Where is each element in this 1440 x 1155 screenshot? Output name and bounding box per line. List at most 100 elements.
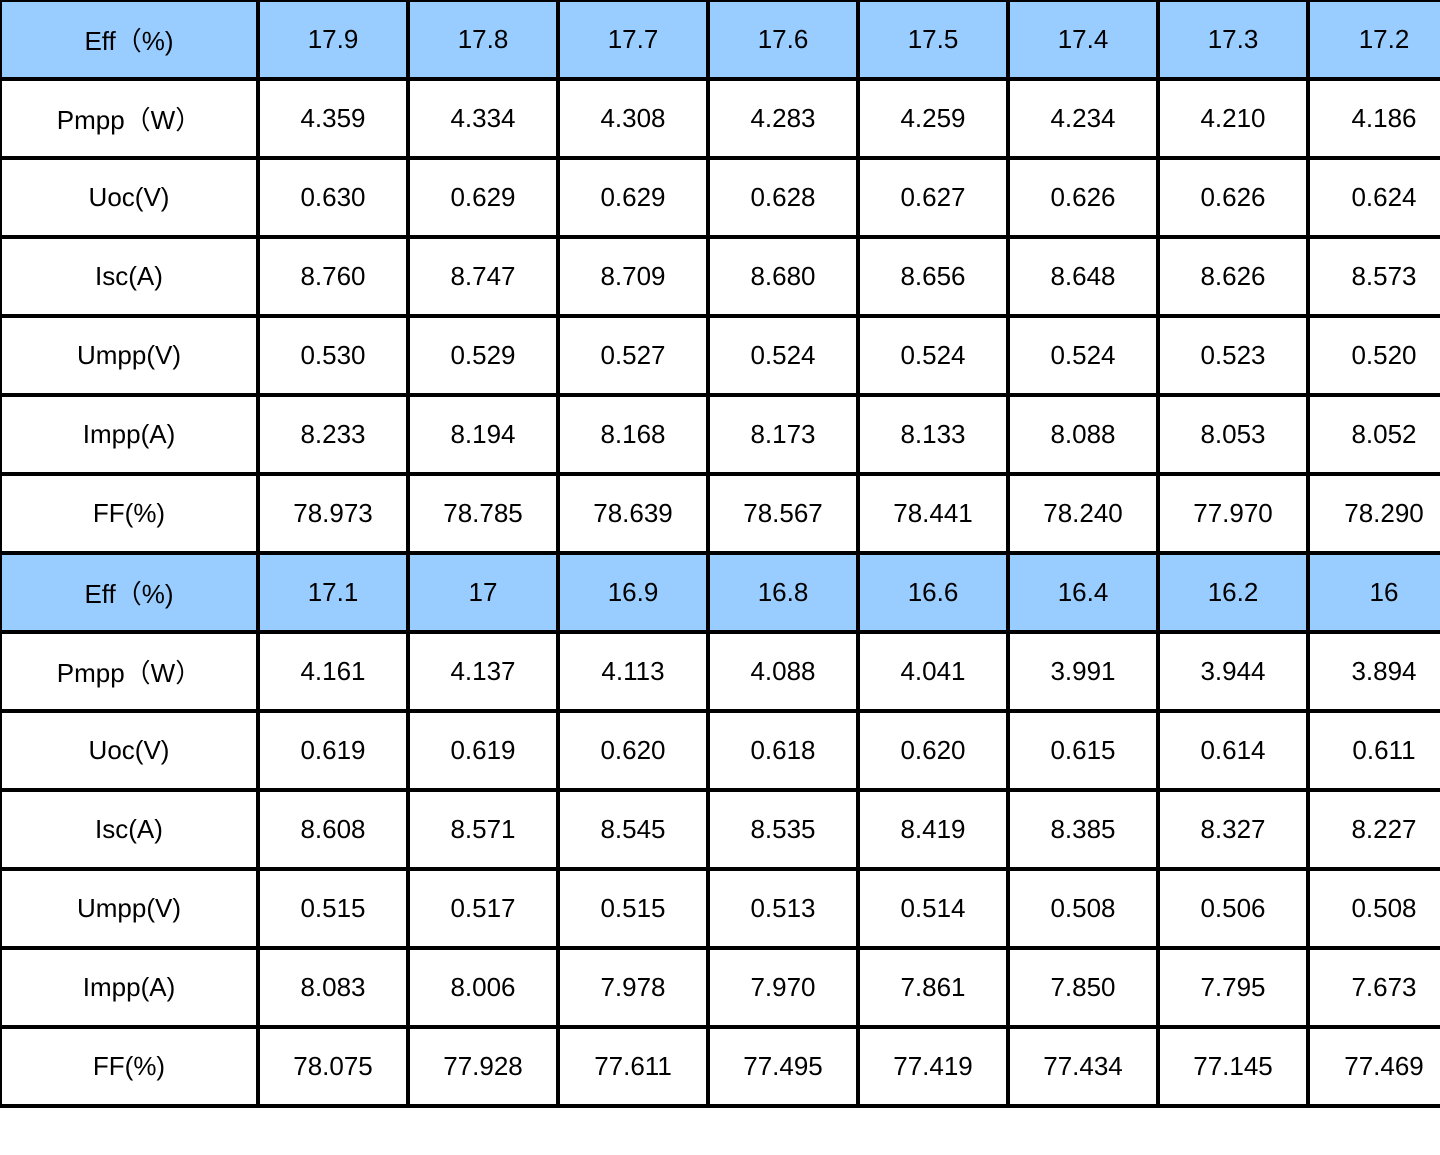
efficiency-value-cell: 17.1	[256, 551, 410, 634]
efficiency-value-cell: 16.8	[706, 551, 860, 634]
table-row: Pmpp（W） 4.161 4.137 4.113 4.088 4.041 3.991 3.9…	[0, 630, 1440, 713]
row-label: Impp(A)	[0, 393, 260, 476]
table-cell: 4.210	[1156, 77, 1310, 160]
table-row: Impp(A) 8.083 8.006 7.978 7.970 7.861 7.850 7.7…	[0, 946, 1440, 1029]
table-row: Isc(A) 8.608 8.571 8.545 8.535 8.419 8.385 8.32…	[0, 788, 1440, 871]
table-cell: 0.611	[1306, 709, 1440, 792]
table-cell: 8.573	[1306, 235, 1440, 318]
table-cell: 77.145	[1156, 1025, 1310, 1108]
efficiency-value-cell: 17.3	[1156, 0, 1310, 81]
table-cell: 0.517	[406, 867, 560, 950]
table-cell: 3.894	[1306, 630, 1440, 713]
table-cell: 0.619	[256, 709, 410, 792]
table-cell: 0.524	[1006, 314, 1160, 397]
table-cell: 8.227	[1306, 788, 1440, 871]
table-cell: 8.626	[1156, 235, 1310, 318]
row-label: Eff（%)	[0, 551, 260, 634]
table-cell: 0.530	[256, 314, 410, 397]
efficiency-value-cell: 17.8	[406, 0, 560, 81]
row-label: Uoc(V)	[0, 709, 260, 792]
table-cell: 0.514	[856, 867, 1010, 950]
efficiency-value-cell: 16.9	[556, 551, 710, 634]
table-cell: 4.161	[256, 630, 410, 713]
table-row: Pmpp（W） 4.359 4.334 4.308 4.283 4.259 4.234 4.2…	[0, 77, 1440, 160]
table-cell: 0.627	[856, 156, 1010, 239]
row-label: Eff（%)	[0, 0, 260, 81]
efficiency-value-cell: 16	[1306, 551, 1440, 634]
table-cell: 77.495	[706, 1025, 860, 1108]
table-cell: 0.619	[406, 709, 560, 792]
table-cell: 0.515	[556, 867, 710, 950]
row-label: FF(%)	[0, 1025, 260, 1108]
efficiency-value-cell: 17.7	[556, 0, 710, 81]
table-cell: 0.626	[1006, 156, 1160, 239]
table-cell: 0.513	[706, 867, 860, 950]
table-cell: 8.709	[556, 235, 710, 318]
table-row: Umpp(V) 0.515 0.517 0.515 0.513 0.514 0.508 0.5…	[0, 867, 1440, 950]
table-cell: 4.186	[1306, 77, 1440, 160]
table-cell: 0.523	[1156, 314, 1310, 397]
table-cell: 0.520	[1306, 314, 1440, 397]
table-cell: 4.359	[256, 77, 410, 160]
table-row: Umpp(V) 0.530 0.529 0.527 0.524 0.524 0.524 0.5…	[0, 314, 1440, 397]
table-cell: 0.620	[856, 709, 1010, 792]
table-cell: 0.508	[1006, 867, 1160, 950]
row-label: Pmpp（W）	[0, 630, 260, 713]
table-cell: 77.434	[1006, 1025, 1160, 1108]
table-cell: 0.515	[256, 867, 410, 950]
table-cell: 8.133	[856, 393, 1010, 476]
table-cell: 78.785	[406, 472, 560, 555]
table-cell: 8.327	[1156, 788, 1310, 871]
efficiency-value-cell: 17.4	[1006, 0, 1160, 81]
row-label: Umpp(V)	[0, 867, 260, 950]
table-cell: 4.113	[556, 630, 710, 713]
table-cell: 4.137	[406, 630, 560, 713]
table-cell: 77.611	[556, 1025, 710, 1108]
row-label: Uoc(V)	[0, 156, 260, 239]
table-row: Impp(A) 8.233 8.194 8.168 8.173 8.133 8.088 8.0…	[0, 393, 1440, 476]
row-label: Pmpp（W）	[0, 77, 260, 160]
table-cell: 0.628	[706, 156, 860, 239]
efficiency-value-cell: 17.5	[856, 0, 1010, 81]
table-cell: 8.535	[706, 788, 860, 871]
efficiency-value-cell: 17	[406, 551, 560, 634]
row-label: Umpp(V)	[0, 314, 260, 397]
table-cell: 0.620	[556, 709, 710, 792]
table-cell: 4.088	[706, 630, 860, 713]
table-cell: 7.861	[856, 946, 1010, 1029]
table-cell: 0.508	[1306, 867, 1440, 950]
efficiency-header-row: Eff（%) 17.9 17.8 17.7 17.6 17.5 17.4 17.3 17.2	[0, 0, 1440, 81]
table-cell: 8.053	[1156, 393, 1310, 476]
row-label: Isc(A)	[0, 788, 260, 871]
table-row: Isc(A) 8.760 8.747 8.709 8.680 8.656 8.648 8.62…	[0, 235, 1440, 318]
table-cell: 7.850	[1006, 946, 1160, 1029]
table-body: Eff（%) 17.9 17.8 17.7 17.6 17.5 17.4 17.3 17.2 Pm…	[0, 0, 1440, 1108]
efficiency-value-cell: 17.6	[706, 0, 860, 81]
table-cell: 0.529	[406, 314, 560, 397]
table-cell: 78.567	[706, 472, 860, 555]
table-row: Uoc(V) 0.619 0.619 0.620 0.618 0.620 0.615 0.61…	[0, 709, 1440, 792]
table-cell: 78.441	[856, 472, 1010, 555]
table-cell: 8.083	[256, 946, 410, 1029]
table-cell: 8.747	[406, 235, 560, 318]
table-cell: 0.629	[406, 156, 560, 239]
row-label: Impp(A)	[0, 946, 260, 1029]
efficiency-value-cell: 16.4	[1006, 551, 1160, 634]
table-cell: 3.944	[1156, 630, 1310, 713]
table-cell: 8.680	[706, 235, 860, 318]
table-cell: 7.970	[706, 946, 860, 1029]
table-cell: 8.419	[856, 788, 1010, 871]
efficiency-value-cell: 16.6	[856, 551, 1010, 634]
efficiency-value-cell: 17.2	[1306, 0, 1440, 81]
cell-parameter-table: Eff（%) 17.9 17.8 17.7 17.6 17.5 17.4 17.3 17.2 Pm…	[0, 0, 1440, 1108]
table-cell: 0.626	[1156, 156, 1310, 239]
table-cell: 8.088	[1006, 393, 1160, 476]
table-cell: 7.795	[1156, 946, 1310, 1029]
table-cell: 8.052	[1306, 393, 1440, 476]
table-cell: 8.608	[256, 788, 410, 871]
table-cell: 77.419	[856, 1025, 1010, 1108]
table-row: FF(%) 78.973 78.785 78.639 78.567 78.441 78.24…	[0, 472, 1440, 555]
table-cell: 3.991	[1006, 630, 1160, 713]
table-cell: 8.571	[406, 788, 560, 871]
table-cell: 0.524	[706, 314, 860, 397]
